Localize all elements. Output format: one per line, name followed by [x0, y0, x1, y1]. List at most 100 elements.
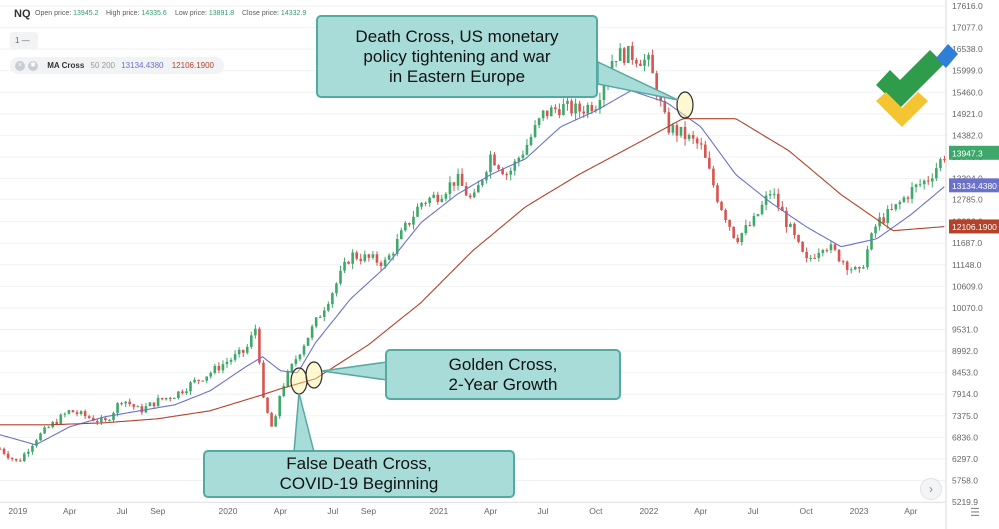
candle-body [148, 402, 152, 407]
candle-body [67, 410, 71, 414]
candle-body [124, 401, 127, 404]
candle-body [736, 237, 740, 243]
candle-body [2, 448, 6, 454]
x-tick-label: Apr [694, 506, 707, 516]
candle-body [75, 412, 79, 415]
candle-body [412, 216, 415, 225]
leader-death-cross [597, 60, 679, 101]
candle-body [408, 222, 411, 225]
y-tick-label: 17077.0 [952, 23, 983, 33]
chart-settings-icon[interactable]: ☰ [970, 507, 980, 519]
candle-body [213, 365, 217, 373]
candle-body [359, 258, 363, 262]
ma-50-line [0, 90, 945, 446]
brand-logo [876, 44, 958, 127]
scroll-to-latest-button[interactable]: › [920, 478, 942, 500]
candle-body [926, 180, 930, 182]
candle-body [440, 198, 444, 202]
ma-slow-tag-text: 12106.1900 [952, 222, 997, 232]
candle-body [339, 270, 342, 284]
low-price-label: Low price: 13891.8 [175, 10, 235, 17]
candle-body [610, 61, 614, 75]
candle-body [712, 168, 715, 186]
y-tick-label: 9531.0 [952, 325, 978, 335]
callout-death-cross: Death Cross, US monetary policy tighteni… [316, 15, 598, 98]
candle-body [906, 197, 910, 199]
x-tick-label: Jul [117, 506, 128, 516]
x-tick-label: Oct [589, 506, 603, 516]
candle-body [809, 257, 812, 259]
candle-body [335, 283, 338, 294]
candle-body [172, 398, 176, 400]
y-tick-label: 14382.0 [952, 130, 983, 140]
candle-body [529, 136, 533, 145]
candle-body [225, 361, 229, 365]
x-tick-label: Sep [361, 506, 376, 516]
candle-body [160, 397, 164, 400]
candle-body [59, 414, 63, 425]
gear-icon[interactable]: ✱ [28, 60, 38, 71]
candle-body [509, 170, 513, 175]
candle-body [43, 427, 46, 434]
candle-body [683, 126, 687, 139]
candle-body [104, 418, 107, 421]
candle-body [922, 180, 926, 185]
candle-body [306, 337, 310, 346]
candle-body [537, 118, 541, 126]
candle-body [663, 100, 667, 113]
candle-body [853, 266, 857, 270]
candle-body [367, 254, 371, 258]
candle-body [35, 440, 38, 446]
last-price-tag-bg [949, 145, 999, 160]
hide-indicator-icon[interactable]: × [15, 60, 25, 71]
y-tick-label: 14921.0 [952, 109, 983, 119]
candle-body [549, 107, 553, 117]
interval-selector[interactable]: 1 — [10, 32, 38, 49]
candle-body [890, 209, 894, 211]
candle-body [679, 126, 683, 136]
x-tick-label: Apr [904, 506, 917, 516]
callout-false-death-cross: False Death Cross, COVID-19 Beginning [203, 450, 515, 498]
candle-body [286, 371, 290, 387]
candle-body [643, 59, 646, 66]
candle-body [83, 411, 87, 417]
candle-body [525, 144, 529, 155]
candle-body [79, 411, 83, 415]
candle-body [882, 217, 885, 223]
indicator-slow-value: 12106.1900 [171, 61, 214, 70]
ma-fast-tag-text: 13134.4380 [952, 181, 997, 191]
candle-body [355, 252, 359, 259]
candle-body [27, 451, 30, 454]
candle-body [91, 417, 95, 421]
candle-body [614, 61, 618, 63]
candle-body [258, 328, 261, 363]
candle-body [708, 157, 711, 169]
ma-slow-tag-bg [949, 219, 999, 234]
y-tick-label: 5219.9 [952, 497, 978, 507]
candle-body [128, 401, 132, 405]
logo-blue-bar [936, 44, 958, 68]
candle-body [667, 112, 671, 133]
candle-body [675, 125, 679, 136]
candle-body [274, 416, 277, 427]
candle-body [391, 253, 395, 256]
candle-body [910, 187, 914, 199]
candle-body [120, 403, 123, 405]
candle-body [298, 354, 302, 360]
candle-body [71, 410, 75, 413]
candle-body [756, 214, 760, 216]
price-tags: 13947.3 13134.4380 12106.1900 [949, 145, 999, 234]
x-tick-label: Jul [538, 506, 549, 516]
candle-body [0, 448, 2, 450]
candle-body [233, 354, 237, 360]
candle-body [181, 391, 184, 394]
candle-body [14, 458, 18, 461]
indicator-name: MA Cross [47, 61, 85, 70]
candle-body [31, 445, 34, 452]
candle-body [241, 349, 245, 353]
candle-body [237, 349, 241, 355]
indicator-legend[interactable]: × ✱ MA Cross 50 200 13134.4380 12106.1900 [10, 57, 224, 74]
candle-body [55, 422, 59, 425]
candle-body [918, 184, 922, 186]
